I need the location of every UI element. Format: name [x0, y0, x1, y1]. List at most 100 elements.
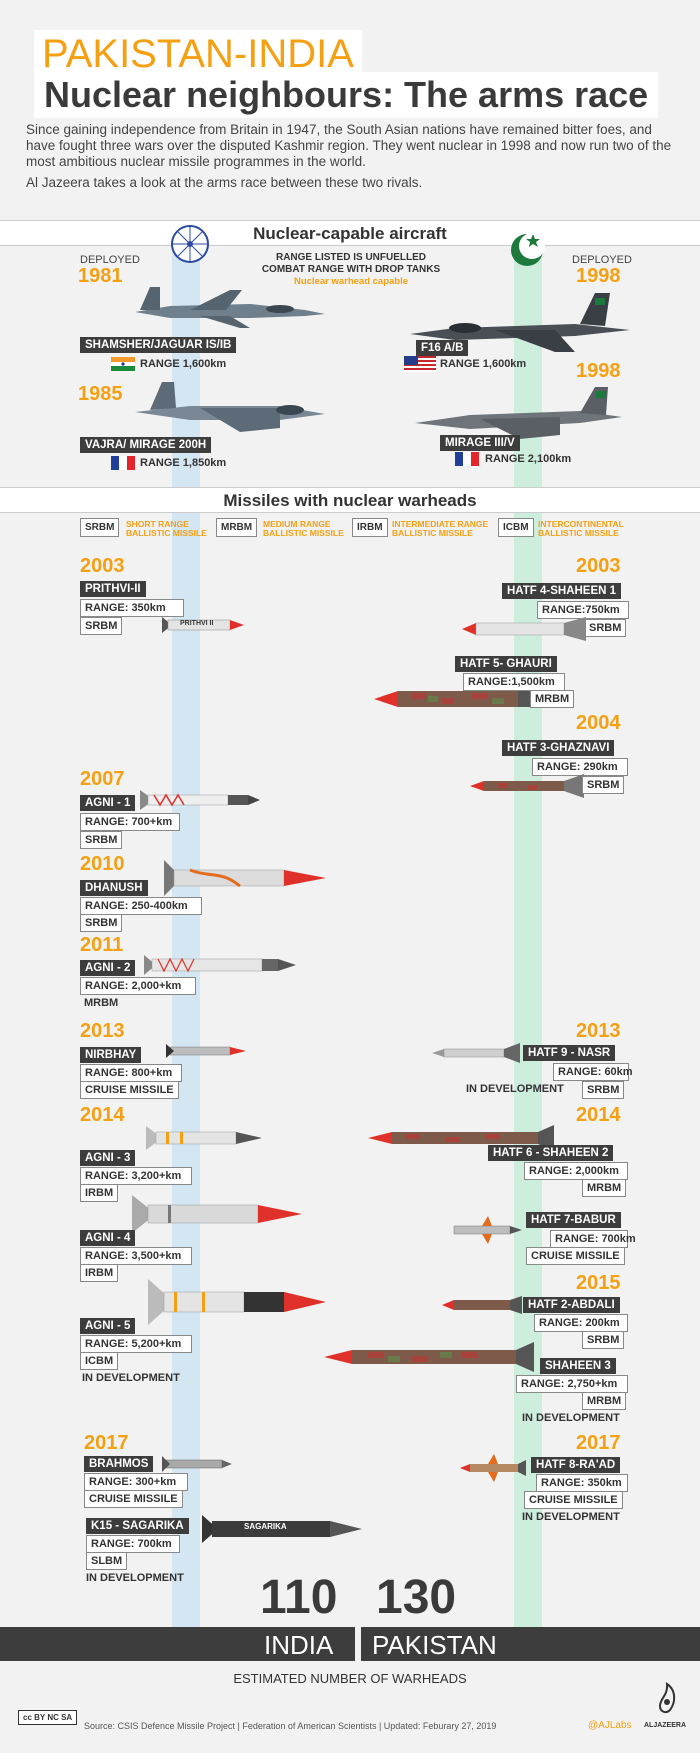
legend-text: SHORT RANGE BALLISTIC MISSILE — [126, 519, 207, 538]
missile-range: RANGE: 2,000km — [524, 1162, 628, 1180]
missile-name: HATF 3-GHAZNAVI — [502, 740, 615, 756]
missile-range: RANGE: 250-400km — [80, 897, 202, 915]
agni-2-missile-icon — [144, 955, 296, 975]
shaheen-2-missile-icon — [368, 1125, 554, 1151]
aircraft-name: MIRAGE III/V — [440, 435, 520, 451]
missile-range: RANGE: 300+km — [84, 1473, 188, 1491]
pakistan-label: PAKISTAN — [372, 1630, 497, 1660]
missile-type: IRBM — [80, 1264, 119, 1282]
missile-name: SHAHEEN 3 — [540, 1358, 616, 1374]
year: 2013 — [80, 1020, 125, 1042]
year: 2014 — [576, 1104, 621, 1126]
missile-status: IN DEVELOPMENT — [522, 1412, 620, 1424]
missile-type: SLBM — [86, 1552, 128, 1570]
agni-1-missile-icon — [140, 790, 260, 810]
aljazeera-logo-icon — [658, 1682, 676, 1714]
missile-range: RANGE: 3,500+km — [80, 1247, 192, 1265]
missile-name: HATF 8-RA'AD — [531, 1457, 621, 1473]
missile-range: RANGE: 60km — [553, 1063, 633, 1081]
agni-3-missile-icon — [146, 1126, 262, 1150]
pakistan-warhead-count: 130 — [376, 1571, 457, 1624]
legend-code: SRBM — [80, 518, 120, 537]
aircraft-range: RANGE 2,100km — [485, 453, 572, 465]
missile-type: CRUISE MISSILE — [84, 1490, 183, 1508]
france-flag-icon — [455, 452, 479, 466]
year: 2004 — [576, 712, 621, 734]
year: 2011 — [80, 934, 124, 956]
usa-flag-icon — [404, 356, 436, 372]
year: 2015 — [576, 1272, 621, 1294]
missile-type: SRBM — [80, 914, 123, 932]
brahmos-missile-icon — [162, 1456, 232, 1472]
missile-type: MRBM — [84, 997, 119, 1009]
year: 2010 — [80, 853, 125, 875]
missile-range: RANGE:1,500km — [463, 673, 565, 691]
legend-text: INTERMEDIATE RANGE BALLISTIC MISSILE — [392, 519, 489, 538]
brand-name: ALJAZEERA — [644, 1722, 687, 1729]
missile-type: IRBM — [80, 1184, 119, 1202]
missile-range: RANGE: 700km — [86, 1535, 180, 1553]
legend-code: IRBM — [352, 518, 388, 537]
missile-range: RANGE: 350km — [80, 599, 184, 617]
missile-range: RANGE: 800+km — [80, 1064, 182, 1082]
missile-status: IN DEVELOPMENT — [522, 1511, 620, 1523]
source-text: Source: CSIS Defence Missile Project | F… — [84, 1721, 497, 1731]
prithvi-missile-icon — [162, 617, 244, 633]
missile-name: DHANUSH — [80, 880, 148, 896]
legend-code: ICBM — [498, 518, 534, 537]
missile-name: AGNI - 5 — [80, 1318, 136, 1334]
missile-range: RANGE: 2,750+km — [516, 1375, 628, 1393]
missile-name: HATF 5- GHAURI — [455, 656, 557, 672]
aircraft-name: VAJRA/ MIRAGE 200H — [80, 437, 212, 453]
nirbhay-missile-icon — [166, 1044, 246, 1058]
missile-status: IN DEVELOPMENT — [466, 1083, 564, 1095]
aircraft-range: RANGE 1,850km — [140, 457, 227, 469]
missile-status: IN DEVELOPMENT — [82, 1372, 180, 1384]
missile-name: BRAHMOS — [84, 1456, 154, 1472]
missile-body-label: SAGARIKA — [244, 1522, 287, 1531]
missile-type: SRBM — [582, 1331, 625, 1349]
missile-type: MRBM — [582, 1179, 627, 1197]
handle-link[interactable]: @AJLabs — [588, 1720, 632, 1731]
jaguar-aircraft-icon — [135, 287, 325, 328]
aircraft-range: RANGE 1,600km — [440, 358, 527, 370]
missile-name: K15 - SAGARIKA — [86, 1518, 189, 1534]
year: 2017 — [576, 1432, 621, 1454]
india-label: INDIA — [264, 1630, 334, 1660]
missile-name: AGNI - 4 — [80, 1230, 136, 1246]
missile-range: RANGE: 200km — [534, 1314, 628, 1332]
intro-paragraph: Since gaining independence from Britain … — [26, 122, 672, 169]
range-note-line3: Nuclear warhead capable — [293, 276, 409, 287]
missiles-section-title: Missiles with nuclear warheads — [223, 491, 477, 510]
ghaznavi-missile-icon — [470, 774, 584, 798]
missile-range: RANGE: 350km — [536, 1474, 628, 1492]
year: 1985 — [78, 383, 123, 405]
missile-range: RANGE: 3,200+km — [80, 1167, 192, 1185]
range-note-line2: COMBAT RANGE WITH DROP TANKS — [261, 264, 441, 275]
year: 1998 — [576, 360, 621, 382]
missile-type: MRBM — [530, 690, 575, 708]
missile-type: CRUISE MISSILE — [526, 1247, 625, 1265]
missile-type: SRBM — [80, 831, 123, 849]
missile-range: RANGE: 2,000+km — [80, 977, 196, 995]
missile-name: HATF 2-ABDALI — [523, 1297, 620, 1313]
india-column — [172, 228, 200, 1628]
india-emblem-icon — [171, 225, 209, 263]
legend-text: INTERCONTINENTAL BALLISTIC MISSILE — [538, 519, 624, 538]
aircraft-band — [0, 220, 700, 246]
legend-text: MEDIUM RANGE BALLISTIC MISSILE — [263, 519, 344, 538]
sagarika-missile-icon — [202, 1515, 362, 1543]
dhanush-missile-icon — [164, 860, 326, 896]
missile-type: CRUISE MISSILE — [524, 1491, 623, 1509]
missile-type: SRBM — [80, 617, 123, 635]
ghauri-missile-icon — [374, 691, 530, 707]
aircraft-name: F16 A/B — [416, 340, 469, 356]
missile-name: AGNI - 2 — [80, 960, 136, 976]
f16-aircraft-icon — [410, 293, 630, 352]
range-note-line1: RANGE LISTED IS UNFUELLED — [275, 252, 426, 263]
raad-missile-icon — [460, 1454, 526, 1482]
country-divider — [355, 1627, 361, 1661]
pakistan-crescent-icon — [511, 233, 545, 266]
range-note: RANGE LISTED IS UNFUELLED COMBAT RANGE W… — [246, 252, 456, 288]
year: 2003 — [80, 555, 125, 577]
